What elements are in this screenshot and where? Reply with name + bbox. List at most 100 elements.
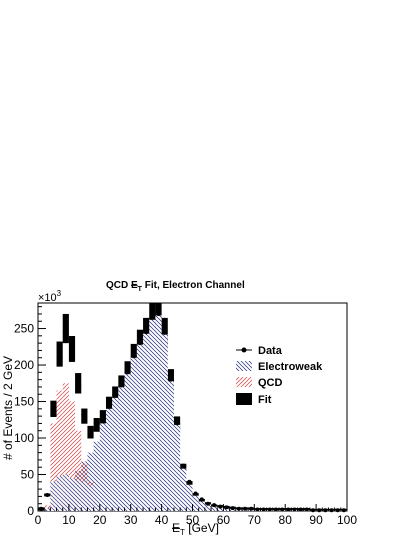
fit-bin — [75, 373, 82, 394]
y-multiplier: ×103 — [38, 289, 62, 304]
y-tick-label: 0 — [27, 504, 34, 518]
svg-text:Data: Data — [258, 345, 283, 357]
data-point — [218, 504, 223, 509]
data-point — [280, 507, 285, 512]
svg-text:Fit: Fit — [258, 394, 272, 406]
x-tick-label: 0 — [35, 513, 42, 527]
electroweak-bin — [93, 441, 100, 511]
data-point — [94, 421, 99, 426]
electroweak-bin — [136, 344, 144, 511]
data-point — [76, 383, 81, 388]
electroweak-bin — [161, 334, 168, 511]
qcd-low-bin — [118, 510, 125, 511]
data-point — [193, 491, 198, 496]
qcd-low-bin — [50, 481, 57, 511]
y-axis-title: # of Events / 2 GeV — [1, 356, 15, 460]
data-point — [298, 507, 303, 512]
electroweak-bin — [124, 373, 131, 511]
fit-bin — [62, 313, 69, 344]
electroweak-bin — [155, 315, 162, 511]
qcd-bin — [75, 430, 82, 511]
electroweak-bin — [192, 495, 199, 511]
data-point — [57, 355, 62, 360]
data-point — [187, 479, 192, 484]
x-tick-label: 100 — [337, 513, 357, 527]
x-tick-label: 70 — [248, 513, 262, 527]
data-point — [51, 406, 56, 411]
data-point — [144, 330, 149, 335]
data-point — [199, 497, 204, 502]
x-tick-label: 40 — [155, 513, 169, 527]
qcd-low-bin — [105, 505, 113, 511]
y-tick-label: 50 — [21, 468, 35, 482]
legend-item-electroweak: Electroweak — [236, 361, 323, 373]
data-point — [175, 421, 180, 426]
data-point — [329, 508, 334, 513]
x-axis-title: ET [GeV] — [172, 521, 219, 537]
electroweak-bin — [112, 397, 119, 511]
data-point — [261, 507, 266, 512]
x-tick-label: 50 — [186, 513, 200, 527]
electroweak-bin — [130, 357, 137, 511]
svg-text:QCD: QCD — [258, 377, 283, 389]
data-point — [88, 428, 93, 433]
x-tick-label: 80 — [279, 513, 293, 527]
data-point — [82, 412, 87, 417]
qcd-low-bin — [81, 481, 88, 511]
data-points — [38, 311, 347, 513]
x-tick-label: 10 — [62, 513, 76, 527]
data-point — [304, 507, 309, 512]
qcd-bin — [68, 401, 76, 511]
data-point — [150, 315, 155, 320]
data-point — [236, 506, 241, 511]
data-point — [113, 392, 118, 397]
data-point — [292, 507, 297, 512]
data-point — [100, 414, 105, 419]
electroweak-bin — [186, 484, 193, 511]
data-point — [181, 463, 186, 468]
qcd-low-bin — [99, 497, 106, 511]
electroweak-bin — [204, 504, 212, 511]
x-tick-label: 30 — [124, 513, 138, 527]
x-tick-label: 60 — [217, 513, 231, 527]
data-point — [230, 506, 235, 511]
electroweak-bin — [217, 507, 224, 511]
data-point — [137, 341, 142, 346]
chart-title: QCD ET Fit, Electron Channel — [106, 280, 245, 293]
electroweak-bin — [211, 506, 218, 511]
x-tick-label: 20 — [93, 513, 107, 527]
data-point — [249, 506, 254, 511]
qcd-low-bin — [75, 480, 82, 511]
data-point — [224, 505, 229, 510]
data-point — [317, 508, 322, 513]
qcd-bin — [56, 390, 63, 511]
electroweak-bin — [198, 501, 205, 511]
electroweak-bin — [99, 423, 106, 511]
data-point — [131, 354, 136, 359]
qcd-bin — [62, 383, 69, 511]
electroweak-bin — [143, 333, 150, 511]
data-point — [311, 508, 316, 513]
data-point — [205, 501, 210, 506]
data-point — [267, 507, 272, 512]
electroweak-bin — [223, 508, 230, 511]
x-met-symbol: E — [172, 521, 180, 535]
qcd-low-bin — [44, 508, 51, 511]
data-point — [162, 330, 167, 335]
y-axis: 0 50 100 150 200 250 — [14, 306, 46, 518]
fit-bin — [56, 341, 63, 367]
qcd-low-bin — [87, 485, 94, 511]
legend: Data Electroweak QCD Fit — [236, 345, 323, 406]
data-point — [107, 402, 112, 407]
data-point — [63, 330, 68, 335]
title-met-symbol: E — [131, 280, 138, 291]
qcd-bin — [50, 423, 57, 511]
qcd-low-bin — [112, 508, 119, 511]
data-point — [39, 506, 44, 511]
data-point — [156, 311, 161, 316]
electroweak-bin — [180, 468, 187, 511]
svg-text:Electroweak: Electroweak — [258, 361, 323, 373]
y-tick-label: 100 — [14, 431, 34, 445]
data-point — [45, 492, 50, 497]
